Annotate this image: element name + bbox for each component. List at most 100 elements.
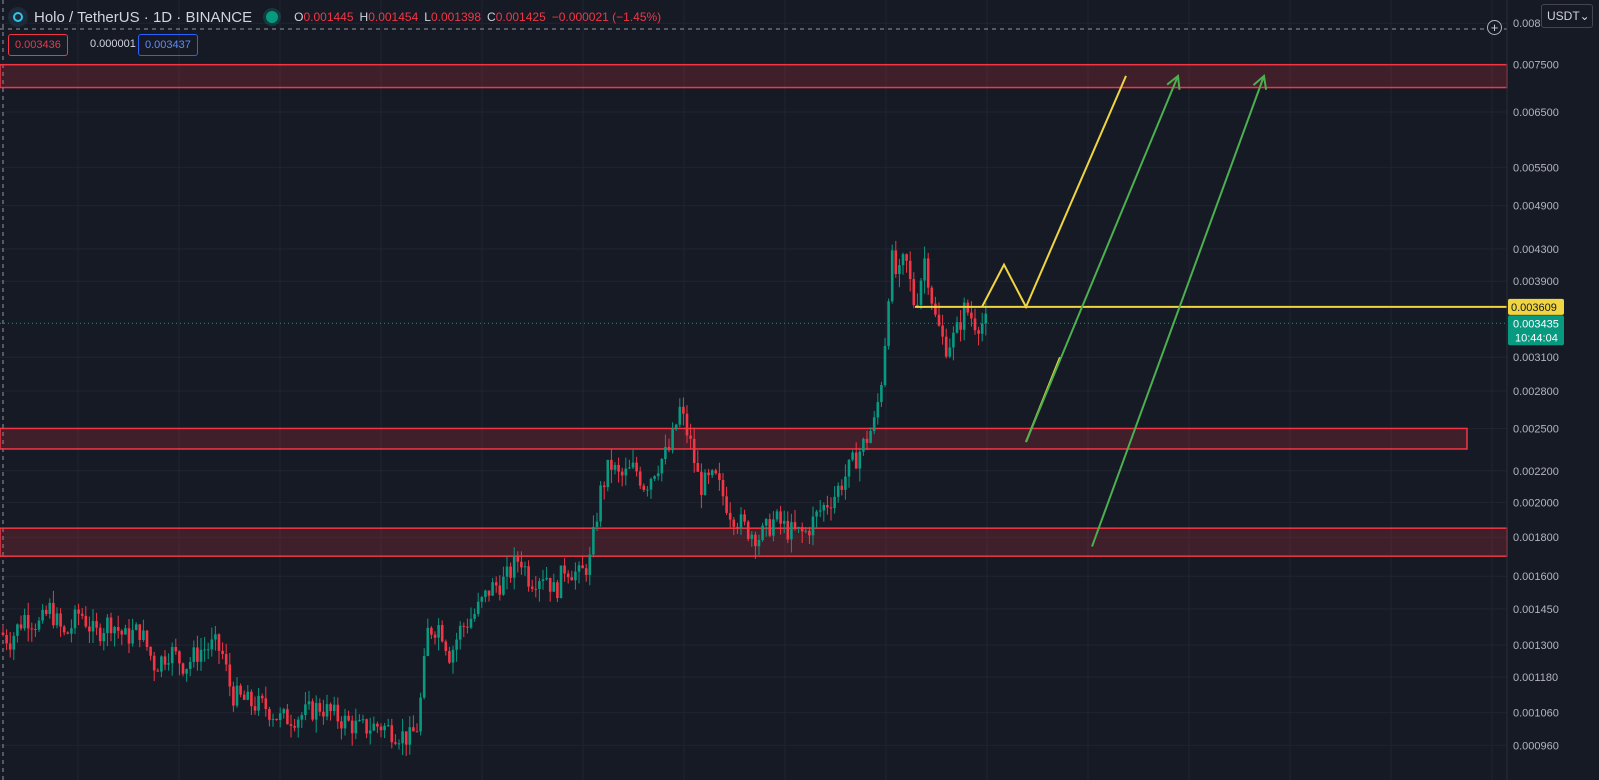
candle-body [16, 624, 19, 636]
candle-body [289, 724, 293, 726]
candle-body [23, 615, 26, 629]
symbol-title[interactable]: Holo / TetherUS · 1D · BINANCE [34, 8, 253, 26]
candle-body [606, 459, 610, 488]
candle-body [682, 406, 685, 414]
candle-body [246, 691, 250, 700]
candle-body [944, 336, 948, 357]
trend-arrow-line [1091, 75, 1265, 547]
candle-body [192, 647, 196, 662]
candle-body [415, 731, 419, 733]
candle-body [527, 566, 530, 587]
candle-body [977, 330, 980, 334]
candle-body [314, 703, 318, 720]
candle-body [268, 708, 271, 720]
candle-body [829, 507, 833, 509]
candle-body [847, 459, 851, 477]
candle-body [368, 730, 372, 734]
candle-body [959, 322, 962, 330]
candle-body [520, 561, 523, 568]
candle-body [404, 731, 408, 745]
candle-body [401, 731, 404, 744]
candle-body [865, 438, 869, 443]
candle-body [210, 639, 214, 650]
candle-body [332, 704, 336, 712]
sell-price-button[interactable]: 0.003436 [8, 34, 68, 56]
candle-body [206, 649, 210, 651]
candle-body [217, 634, 221, 651]
candle-body [804, 530, 808, 532]
candle-body [566, 573, 570, 578]
currency-label: USDT [1547, 9, 1580, 23]
candle-body [905, 254, 908, 261]
y-tick-label: 0.002000 [1513, 497, 1559, 509]
candle-body [311, 701, 314, 720]
candle-body [948, 347, 952, 357]
candle-body [102, 633, 106, 642]
candle-body [721, 479, 725, 497]
candle-body [782, 520, 786, 524]
add-plus-icon[interactable]: + [1487, 20, 1502, 35]
candle-body [80, 613, 84, 616]
candle-body [394, 742, 397, 744]
candle-body [174, 646, 178, 652]
candle-body [937, 314, 941, 326]
last-price-label: 0.003435 [1513, 318, 1559, 330]
candle-body [714, 470, 718, 474]
candle-body [73, 609, 77, 629]
candle-body [692, 438, 696, 463]
candle-body [62, 626, 66, 633]
candle-body [163, 656, 167, 665]
candle-body [181, 663, 185, 674]
candle-body [340, 721, 343, 729]
candle-body [667, 446, 671, 451]
candle-body [851, 452, 854, 460]
candle-body [264, 698, 268, 709]
projection-path-yellow [981, 75, 1127, 310]
candle-body [786, 520, 790, 540]
y-tick-label: 0.004300 [1513, 244, 1559, 256]
arrow-head-icon [1252, 73, 1268, 90]
y-tick-label: 0.001600 [1513, 571, 1559, 583]
candle-body [196, 647, 199, 662]
candle-body [869, 431, 872, 443]
candle-body [559, 565, 563, 599]
candle-body [761, 525, 764, 540]
currency-select[interactable]: USDT ⌄ [1541, 4, 1593, 28]
candle-body [473, 613, 476, 619]
candle-body [160, 656, 163, 672]
candle-body [365, 719, 368, 734]
trend-arrow-line [1025, 75, 1179, 443]
candle-body [260, 695, 264, 699]
candle-body [970, 312, 973, 319]
candle-body [631, 462, 635, 468]
candle-body [444, 641, 448, 652]
candle-body [383, 725, 386, 731]
last-price-tag [1508, 315, 1564, 346]
candle-body [88, 626, 91, 632]
candle-body [545, 577, 548, 580]
candle-body [397, 743, 401, 745]
candle-body [167, 663, 170, 665]
candle-body [732, 519, 736, 527]
candle-body [595, 521, 599, 528]
candle-body [822, 505, 826, 511]
candle-body [203, 649, 206, 651]
candle-body [768, 519, 772, 536]
y-tick-label: 0.001300 [1513, 640, 1559, 652]
candle-body [372, 723, 376, 731]
candle-body [710, 470, 714, 476]
candle-body [592, 527, 595, 555]
candle-body [916, 304, 919, 306]
candle-body [336, 704, 340, 722]
candle-body [347, 715, 350, 721]
candle-body [836, 485, 840, 497]
candle-body [253, 706, 257, 711]
candle-body [797, 526, 800, 529]
candle-body [343, 715, 347, 729]
candle-body [854, 452, 858, 469]
buy-price-button[interactable]: 0.003437 [138, 34, 198, 56]
candle-body [772, 519, 775, 536]
candle-body [55, 613, 59, 626]
candle-body [728, 512, 732, 520]
